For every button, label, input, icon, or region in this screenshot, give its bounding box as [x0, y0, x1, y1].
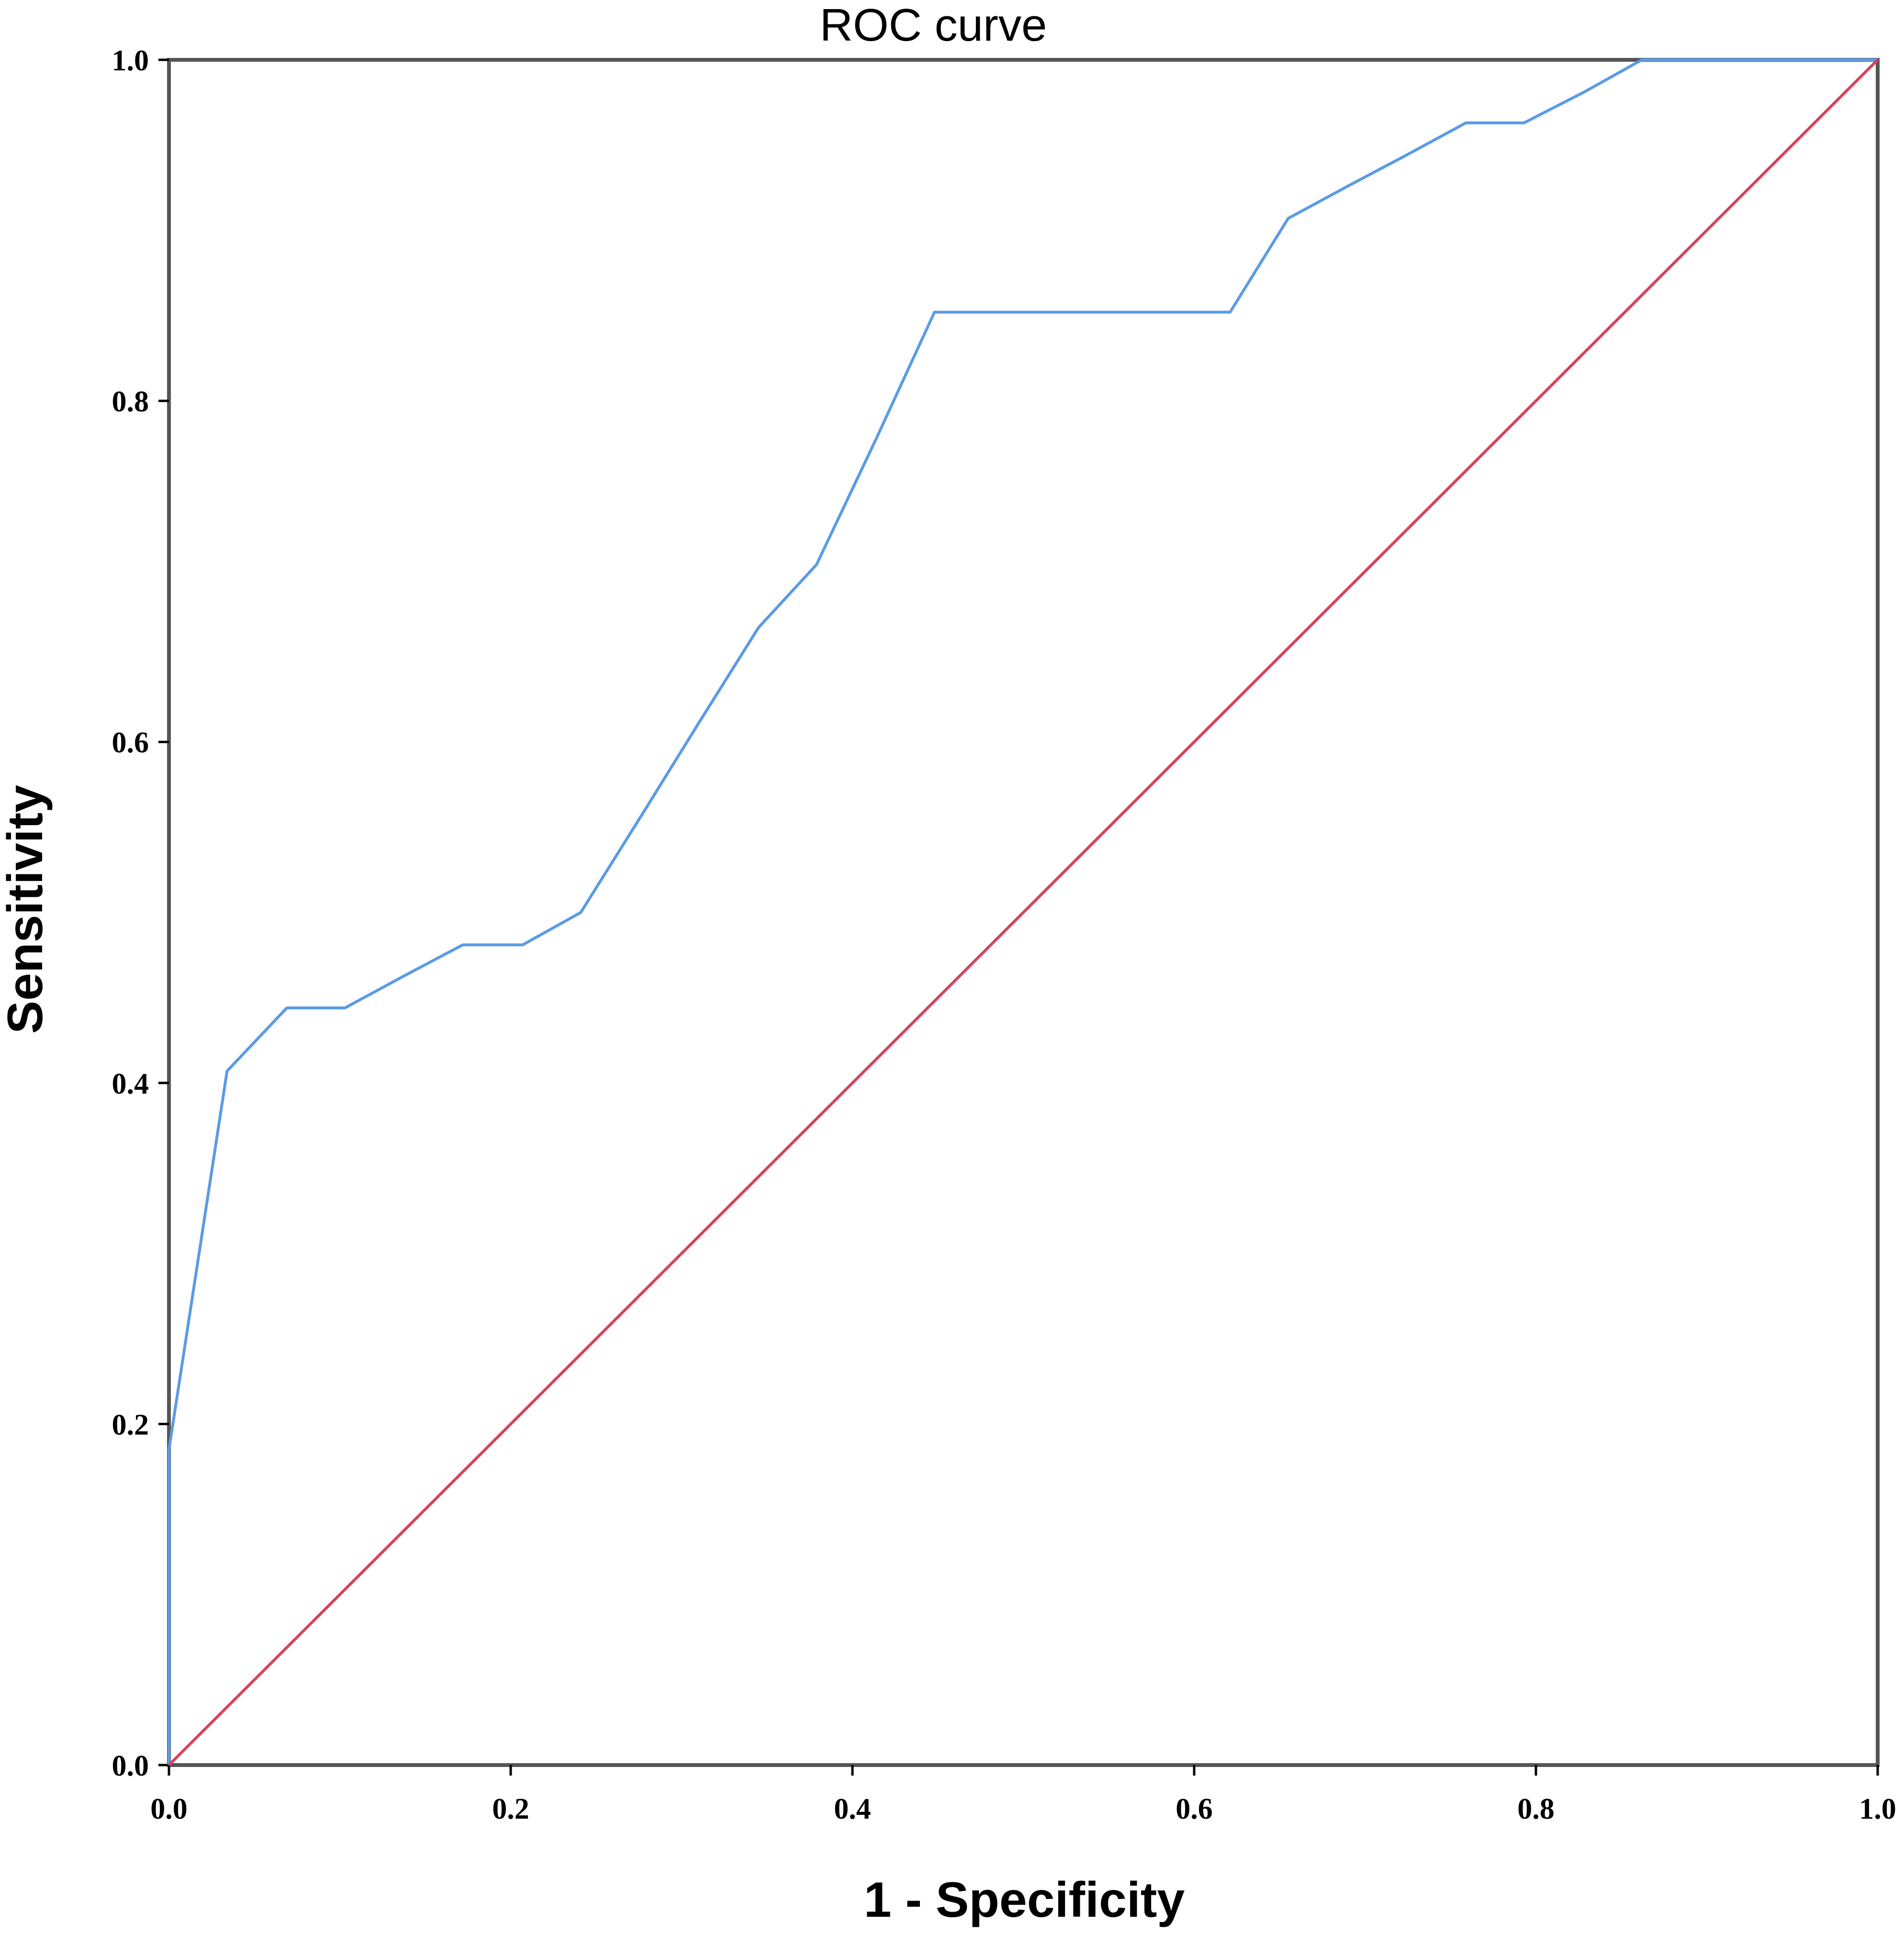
x-tick-label: 0.2: [492, 1793, 529, 1825]
reference-diagonal-line: [168, 58, 1879, 1766]
series-layer: [168, 58, 1879, 1766]
x-tick-label: 0.8: [1517, 1793, 1555, 1825]
y-axis-label: Sensitivity: [0, 785, 53, 1034]
roc-curve-line: [168, 58, 1878, 1765]
x-tick-label: 0.0: [150, 1793, 188, 1825]
y-tick-label: 0.2: [112, 1409, 149, 1441]
chart-title: ROC curve: [820, 0, 1047, 51]
y-tick-label: 0.0: [112, 1750, 149, 1782]
x-axis-label: 1 - Specificity: [864, 1872, 1185, 1928]
x-axis-ticks: 0.0 0.2 0.4 0.6 0.8 1.0: [150, 1765, 1896, 1825]
x-tick-label: 1.0: [1859, 1793, 1896, 1825]
x-tick-label: 0.4: [834, 1793, 871, 1825]
y-tick-label: 0.6: [112, 727, 149, 759]
x-tick-label: 0.6: [1176, 1793, 1213, 1825]
y-axis-ticks: 0.0 0.2 0.4 0.6 0.8 1.0: [112, 45, 169, 1782]
y-tick-label: 0.4: [112, 1068, 149, 1100]
y-tick-label: 1.0: [112, 45, 149, 77]
y-tick-label: 0.8: [112, 386, 149, 418]
